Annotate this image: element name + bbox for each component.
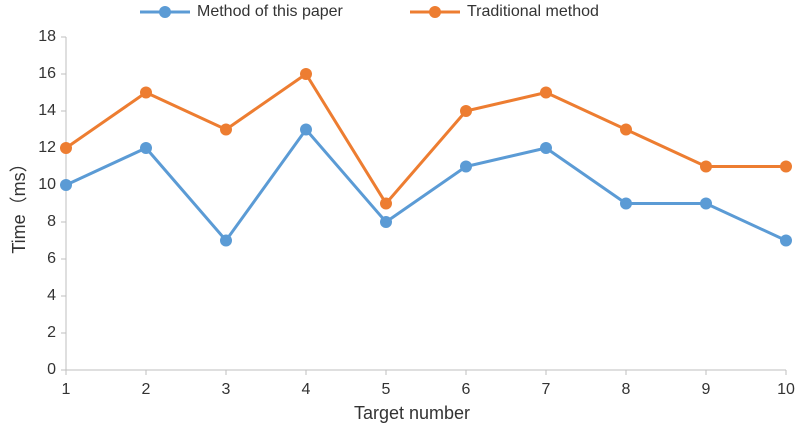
point (220, 234, 232, 247)
point (140, 142, 152, 154)
legend-label: Method of this paper (197, 3, 344, 20)
point (780, 160, 792, 173)
point (460, 105, 472, 117)
y-tick-label: 18 (38, 28, 56, 45)
y-tick-label: 8 (47, 213, 56, 230)
x-tick-label: 7 (542, 381, 551, 398)
series-line (65, 71, 786, 207)
y-tick-label: 6 (47, 250, 56, 267)
x-tick-label: 3 (222, 381, 231, 398)
point (380, 197, 392, 210)
y-tick-label: 4 (47, 287, 56, 304)
point (140, 86, 152, 99)
point (300, 68, 312, 80)
legend-marker (429, 6, 441, 18)
point (700, 160, 712, 173)
legend-label: Traditional method (467, 3, 599, 20)
point (380, 216, 392, 228)
x-tick-label: 1 (62, 381, 71, 398)
x-tick-label: 5 (382, 381, 391, 398)
x-axis-label: Target number (354, 403, 470, 423)
y-tick-label: 10 (38, 176, 56, 193)
x-tick-label: 6 (462, 381, 471, 398)
point (620, 123, 632, 136)
point (780, 234, 792, 247)
point (60, 142, 72, 154)
point (220, 123, 232, 136)
x-tick-label: 10 (777, 381, 795, 398)
point (60, 179, 72, 191)
point (620, 197, 632, 210)
x-tick-label: 4 (302, 381, 311, 398)
point (460, 160, 472, 173)
point (540, 86, 552, 99)
point (540, 142, 552, 154)
series-line (65, 127, 787, 243)
y-tick-label: 0 (47, 361, 56, 378)
x-tick-label: 9 (702, 381, 711, 398)
y-tick-label: 12 (38, 139, 56, 156)
point (300, 123, 312, 136)
y-tick-label: 16 (38, 65, 56, 82)
point (700, 197, 712, 210)
legend-marker (159, 6, 171, 18)
y-tick-label: 14 (38, 102, 56, 119)
x-tick-label: 8 (622, 381, 631, 398)
y-axis-label: Time（ms） (9, 154, 29, 253)
x-tick-label: 2 (142, 381, 151, 398)
y-tick-label: 2 (47, 324, 56, 341)
